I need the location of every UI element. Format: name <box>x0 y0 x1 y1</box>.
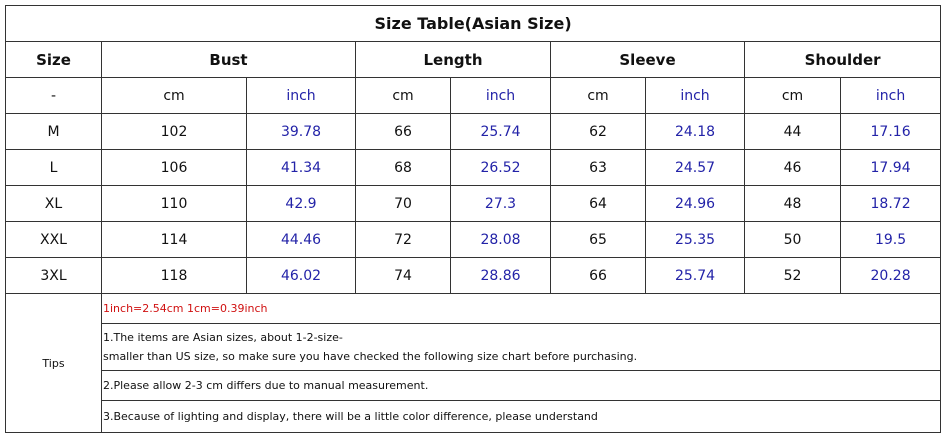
value-cell: 106 <box>101 149 247 186</box>
value-cell: 25.74 <box>450 113 551 150</box>
size-cell: M <box>5 113 102 150</box>
value-cell: 44 <box>744 113 841 150</box>
tip-row: 2.Please allow 2-3 cm differs due to man… <box>6 370 942 401</box>
value-cell: 28.08 <box>450 221 551 258</box>
value-cell: 27.3 <box>450 185 551 222</box>
header-cell: Length <box>355 41 551 78</box>
tip-text: 1.The items are Asian sizes, about 1-2-s… <box>103 331 343 344</box>
value-cell: 39.78 <box>246 113 356 150</box>
unit-row: - cm inch cm inch cm inch cm inch <box>5 77 942 114</box>
tip-cell: 2.Please allow 2-3 cm differs due to man… <box>100 370 942 401</box>
value-cell: 46 <box>744 149 841 186</box>
value-cell: 52 <box>744 257 841 294</box>
value-cell: 118 <box>101 257 247 294</box>
header-cell: Size <box>5 41 102 78</box>
size-row: M 102 39.78 66 25.74 62 24.18 44 17.16 <box>5 113 942 150</box>
value-cell: 24.57 <box>645 149 745 186</box>
size-cell: XL <box>5 185 102 222</box>
size-row: L 106 41.34 68 26.52 63 24.57 46 17.94 <box>5 149 942 186</box>
value-cell: 48 <box>744 185 841 222</box>
unit-cell: cm <box>744 77 841 114</box>
tip-text: 1inch=2.54cm 1cm=0.39inch <box>103 302 268 315</box>
unit-cell: cm <box>550 77 646 114</box>
unit-cell: inch <box>246 77 356 114</box>
value-cell: 65 <box>550 221 646 258</box>
unit-cell: inch <box>839 77 942 114</box>
value-cell: 25.35 <box>645 221 745 258</box>
size-cell: L <box>5 149 102 186</box>
size-cell: 3XL <box>5 257 102 294</box>
tip-row: Tips 1inch=2.54cm 1cm=0.39inch <box>5 293 942 433</box>
tip-row: 1.The items are Asian sizes, about 1-2-s… <box>6 323 942 371</box>
size-row: XXL 114 44.46 72 28.08 65 25.35 50 19.5 <box>5 221 942 258</box>
size-row: XL 110 42.9 70 27.3 64 24.96 48 18.72 <box>5 185 942 222</box>
size-cell: XXL <box>5 221 102 258</box>
value-cell: 50 <box>744 221 841 258</box>
value-cell: 28.86 <box>450 257 551 294</box>
value-cell: 68 <box>355 149 451 186</box>
value-cell: 42.9 <box>246 185 356 222</box>
value-cell: 44.46 <box>246 221 356 258</box>
size-table: Size Table(Asian Size) Size Bust Length Slee… <box>4 5 942 433</box>
value-cell: 19.5 <box>839 221 942 258</box>
value-cell: 62 <box>550 113 646 150</box>
value-cell: 17.16 <box>839 113 942 150</box>
header-cell: Sleeve <box>550 41 745 78</box>
tips-label: Tips <box>5 293 102 433</box>
value-cell: 64 <box>550 185 646 222</box>
value-cell: 114 <box>101 221 247 258</box>
tip-text: 2.Please allow 2-3 cm differs due to man… <box>103 379 429 392</box>
size-row: 3XL 118 46.02 74 28.86 66 25.74 52 20.28 <box>5 257 942 294</box>
unit-cell: inch <box>645 77 745 114</box>
value-cell: 46.02 <box>246 257 356 294</box>
header-row: Size Bust Length Sleeve Shoulder <box>5 41 942 78</box>
value-cell: 26.52 <box>450 149 551 186</box>
unit-cell: cm <box>355 77 451 114</box>
header-cell: Bust <box>101 41 356 78</box>
value-cell: 102 <box>101 113 247 150</box>
value-cell: 70 <box>355 185 451 222</box>
unit-cell: cm <box>101 77 247 114</box>
value-cell: 24.18 <box>645 113 745 150</box>
title-row: Size Table(Asian Size) <box>4 5 942 42</box>
tip-cell: 1.The items are Asian sizes, about 1-2-s… <box>100 323 942 371</box>
header-cell: Shoulder <box>743 41 942 78</box>
value-cell: 18.72 <box>839 185 942 222</box>
unit-cell: - <box>5 77 102 114</box>
value-cell: 72 <box>355 221 451 258</box>
value-cell: 20.28 <box>839 257 942 294</box>
value-cell: 110 <box>101 185 247 222</box>
value-cell: 63 <box>550 149 646 186</box>
value-cell: 66 <box>550 257 646 294</box>
table-title: Size Table(Asian Size) <box>4 5 942 42</box>
tip-text: 3.Because of lighting and display, there… <box>103 410 598 423</box>
value-cell: 25.74 <box>645 257 745 294</box>
value-cell: 17.94 <box>839 149 942 186</box>
tip-row: 3.Because of lighting and display, there… <box>6 400 942 433</box>
unit-cell: inch <box>450 77 551 114</box>
value-cell: 74 <box>355 257 451 294</box>
tip-text: smaller than US size, so make sure you h… <box>103 350 638 363</box>
value-cell: 24.96 <box>645 185 745 222</box>
value-cell: 66 <box>355 113 451 150</box>
tip-cell: 3.Because of lighting and display, there… <box>100 400 942 433</box>
value-cell: 41.34 <box>246 149 356 186</box>
tip-cell: 1inch=2.54cm 1cm=0.39inch <box>100 293 942 324</box>
